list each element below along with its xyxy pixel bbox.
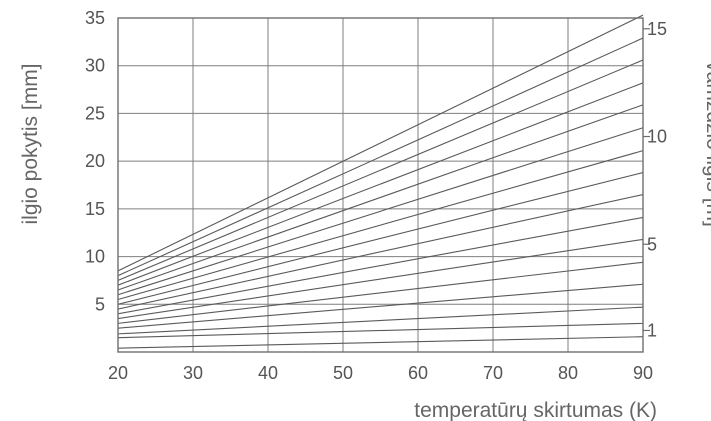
y2-tick-label: 5 [647,234,657,254]
series-line-10 [117,150,644,301]
y-tick-label: 35 [85,8,105,28]
x-tick-label: 30 [183,363,203,383]
series-line-3 [117,306,644,335]
series-line-4 [117,283,644,329]
y2-tick-label: 15 [647,19,667,39]
y2-tick-label: 1 [647,320,657,340]
y2-axis-title: vamzdžio ilgis [m] [702,61,711,227]
series-line-7 [117,216,644,315]
x-tick-label: 70 [483,363,503,383]
x-tick-label: 50 [333,363,353,383]
series-line-12 [117,104,644,291]
y-tick-label: 15 [85,199,105,219]
x-tick-label: 40 [258,363,278,383]
y-axis-title: ilgio pokytis [mm] [19,63,42,224]
series-line-8 [117,194,644,310]
y-tick-label: 10 [85,247,105,267]
y-tick-label: 5 [95,294,105,314]
series-line-15 [117,37,644,277]
series-lines [117,14,644,349]
x-tick-label: 90 [633,363,653,383]
series-line-6 [117,238,644,320]
series-line-1 [117,336,644,349]
series-line-9 [117,172,644,305]
series-line-5 [117,261,644,324]
plot-frame [117,17,644,353]
series-line-16 [117,14,644,272]
grid-lines [117,17,644,352]
x-tick-label: 60 [408,363,428,383]
x-tick-label: 80 [558,363,578,383]
series-line-13 [117,82,644,286]
series-line-11 [117,127,644,296]
y-tick-label: 30 [85,56,105,76]
series-line-14 [117,59,644,281]
x-axis-title: temperatūrų skirtumas (K) [414,399,657,421]
y-tick-label: 25 [85,103,105,123]
y2-tick-label: 10 [647,127,667,147]
x-tick-label: 20 [108,363,128,383]
series-line-2 [117,322,644,339]
y-tick-label: 20 [85,151,105,171]
